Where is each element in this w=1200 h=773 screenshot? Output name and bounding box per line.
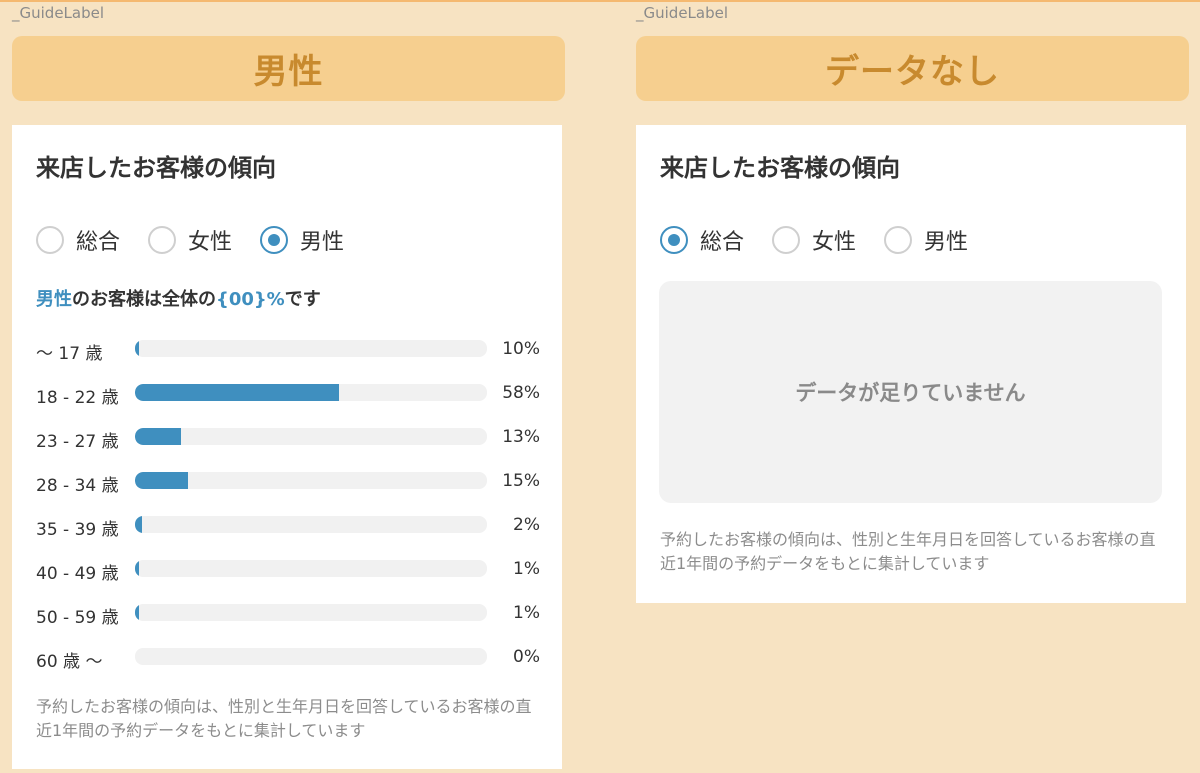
radio-unchecked-icon [884, 226, 913, 254]
age-bar-percent: 1% [513, 603, 540, 623]
card-title: 来店したお客様の傾向 [660, 154, 900, 182]
radio-male[interactable]: 男性 [260, 224, 344, 256]
customer-trend-card: 来店したお客様の傾向 総合 女性 男性 男性のお客様は全体の{00}%です 〜 … [12, 125, 562, 769]
age-bar-percent: 1% [513, 559, 540, 579]
age-bar-row: 40 - 49 歳 1% [36, 557, 540, 601]
age-bar-percent: 10% [502, 339, 540, 359]
aggregation-note: 予約したお客様の傾向は、性別と生年月日を回答しているお客様の直近1年間の予約デー… [660, 530, 1156, 573]
age-bar-fill [135, 604, 139, 621]
empty-state: データが足りていません [659, 281, 1162, 503]
guide-label: _GuideLabel [636, 4, 729, 22]
age-bar-track [135, 516, 487, 533]
age-bar-label: 23 - 27 歳 [36, 432, 119, 452]
age-bar-percent: 15% [502, 471, 540, 491]
age-bar-label: 35 - 39 歳 [36, 520, 119, 540]
age-bar-fill [135, 340, 139, 357]
age-bar-track [135, 472, 487, 489]
radio-female[interactable]: 女性 [772, 224, 856, 256]
top-accent-line [0, 0, 1200, 2]
radio-male[interactable]: 男性 [884, 224, 968, 256]
radio-unchecked-icon [772, 226, 801, 254]
age-bar-fill [135, 472, 188, 489]
age-bar-fill [135, 384, 340, 401]
radio-label: 総合 [700, 230, 745, 255]
age-bar-track [135, 648, 487, 665]
age-bar-row: 〜 17 歳 10% [36, 337, 540, 381]
share-summary: 男性のお客様は全体の{00}%です [36, 285, 321, 311]
age-bar-percent: 58% [502, 383, 540, 403]
age-bar-percent: 2% [513, 515, 540, 535]
summary-gender: 男性 [36, 289, 72, 310]
radio-label: 女性 [812, 230, 857, 255]
gender-filter: 総合 女性 男性 [660, 224, 996, 256]
age-bar-row: 18 - 22 歳 58% [36, 381, 540, 425]
radio-unchecked-icon [148, 226, 177, 254]
aggregation-note: 予約したお客様の傾向は、性別と生年月日を回答しているお客様の直近1年間の予約デー… [36, 697, 532, 740]
empty-message: データが足りていません [795, 381, 1026, 405]
age-bar-row: 28 - 34 歳 15% [36, 469, 540, 513]
age-bar-track [135, 340, 487, 357]
age-bar-row: 50 - 59 歳 1% [36, 601, 540, 645]
age-bar-fill [135, 516, 143, 533]
age-bar-percent: 0% [513, 647, 540, 667]
radio-total[interactable]: 総合 [36, 224, 120, 256]
gender-filter: 総合 女性 男性 [36, 224, 372, 256]
age-bar-track [135, 560, 487, 577]
age-bar-row: 60 歳 〜 0% [36, 645, 540, 689]
age-bar-label: 28 - 34 歳 [36, 476, 119, 496]
age-bar-track [135, 604, 487, 621]
age-bar-label: 50 - 59 歳 [36, 608, 119, 628]
age-bar-label: 18 - 22 歳 [36, 388, 119, 408]
radio-total[interactable]: 総合 [660, 224, 744, 256]
radio-label: 総合 [76, 230, 121, 255]
age-bar-track [135, 428, 487, 445]
age-bar-row: 23 - 27 歳 13% [36, 425, 540, 469]
card-title: 来店したお客様の傾向 [36, 154, 276, 182]
age-distribution: 〜 17 歳 10% 18 - 22 歳 58% 23 - 27 歳 13% 28 - 34… [36, 337, 540, 689]
summary-suffix: です [284, 289, 321, 310]
radio-label: 男性 [300, 230, 345, 255]
radio-checked-icon [660, 226, 688, 254]
summary-value: {00}% [216, 289, 285, 310]
age-bar-row: 35 - 39 歳 2% [36, 513, 540, 557]
radio-label: 女性 [188, 230, 233, 255]
section-header: データなし [636, 36, 1189, 101]
customer-trend-card: 来店したお客様の傾向 総合 女性 男性 データが足りていません 予約したお客様の… [636, 125, 1186, 603]
age-bar-label: 〜 17 歳 [36, 344, 103, 364]
section-header: 男性 [12, 36, 565, 101]
age-bar-label: 40 - 49 歳 [36, 564, 119, 584]
age-bar-fill [135, 428, 181, 445]
radio-female[interactable]: 女性 [148, 224, 232, 256]
radio-checked-icon [260, 226, 289, 254]
summary-text: のお客様は全体の [72, 289, 216, 310]
age-bar-label: 60 歳 〜 [36, 652, 103, 672]
age-bar-percent: 13% [502, 427, 540, 447]
radio-label: 男性 [924, 230, 969, 255]
guide-label: _GuideLabel [12, 4, 105, 22]
age-bar-fill [135, 560, 139, 577]
age-bar-track [135, 384, 487, 401]
radio-unchecked-icon [36, 226, 64, 254]
